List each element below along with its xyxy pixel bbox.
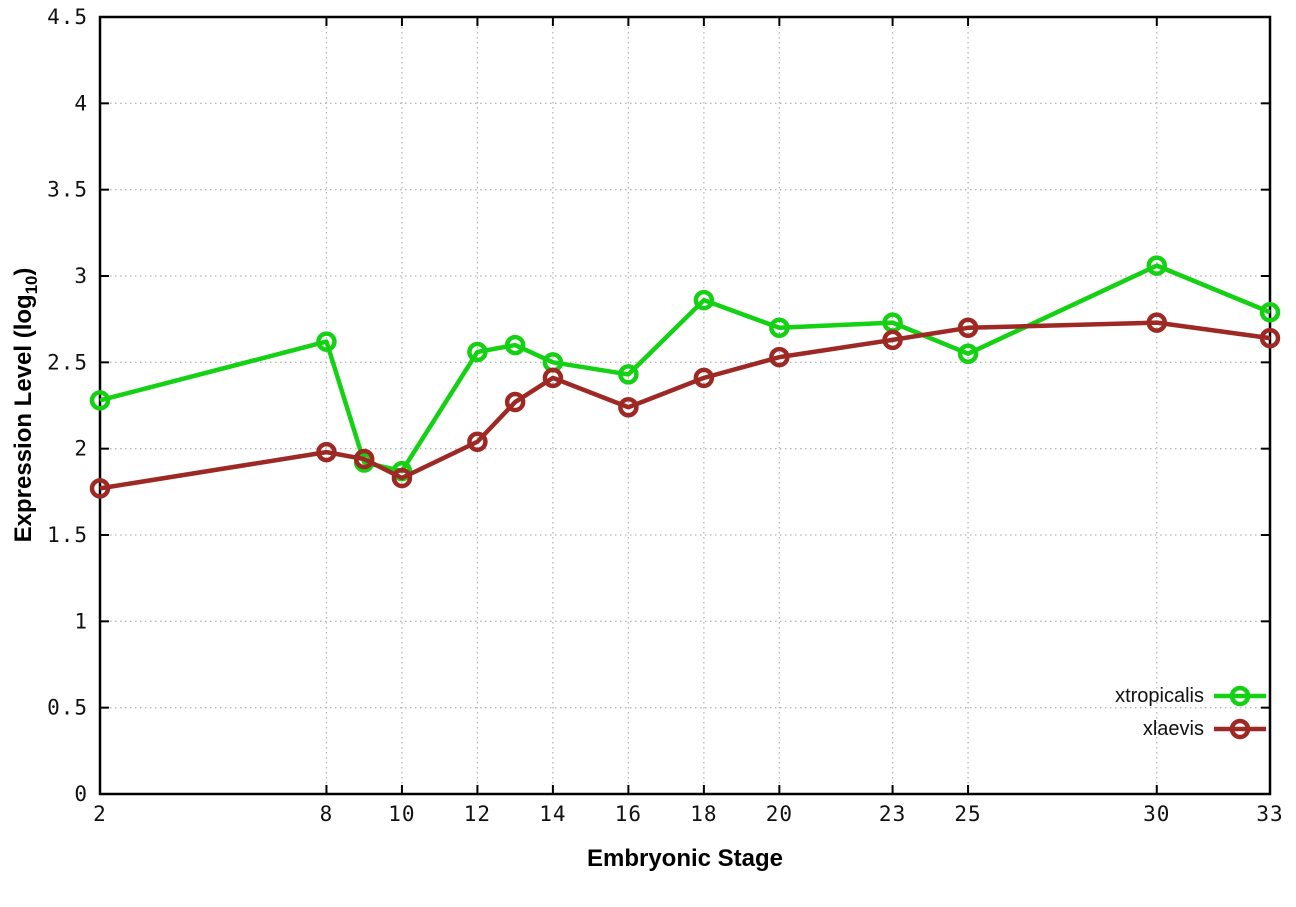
y-tick-label: 3 [74, 264, 88, 288]
legend-entry-xtropicalis: xtropicalis [1115, 683, 1266, 709]
legend: xtropicalis xlaevis [1115, 683, 1266, 742]
marker-xtropicalis [957, 343, 979, 364]
marker-xlaevis [353, 448, 375, 470]
marker-xlaevis [1259, 327, 1281, 349]
marker-xlaevis [504, 391, 526, 413]
y-axis-title-suffix: ) [10, 267, 38, 276]
marker-xlaevis [316, 441, 337, 463]
x-tick-label: 8 [320, 802, 334, 826]
legend-marker-sample [1214, 685, 1266, 707]
plot-border [98, 15, 1272, 796]
y-tick-label: 0.5 [47, 696, 88, 720]
y-tick-label: 1.5 [47, 523, 88, 547]
series-line-xtropicalis [99, 263, 1271, 474]
marker-xlaevis [882, 329, 903, 351]
y-tick-label: 3.5 [47, 178, 88, 202]
y-tick-label: 2.5 [47, 350, 88, 374]
x-tick-label: 18 [690, 802, 717, 826]
marker-xlaevis [391, 467, 413, 489]
x-tick-label: 23 [879, 802, 906, 826]
x-tick-label: 10 [388, 802, 415, 826]
marker-xlaevis [542, 367, 564, 389]
legend-label: xlaevis [1142, 717, 1204, 740]
marker-xlaevis [957, 317, 979, 339]
y-axis-title-text: Expression Level (log [10, 294, 38, 543]
legend-sample-circle [1229, 685, 1251, 707]
x-tick-label: 2 [93, 802, 107, 826]
y-axis-title-subscript: 10 [21, 275, 41, 295]
x-tick-label: 12 [464, 802, 491, 826]
marker-xtropicalis [316, 331, 337, 352]
marker-xtropicalis [1146, 255, 1168, 276]
marker-xtropicalis [467, 341, 488, 363]
legend-entry-xlaevis: xlaevis [1115, 716, 1266, 742]
x-tick-label: 33 [1256, 802, 1283, 826]
x-axis-title: Embryonic Stage [586, 845, 784, 872]
legend-marker-sample [1214, 718, 1266, 740]
y-tick-label: 2 [74, 437, 88, 461]
marker-xtropicalis [618, 364, 639, 385]
marker-xlaevis [89, 478, 111, 499]
marker-xlaevis [618, 396, 639, 418]
marker-xlaevis [693, 367, 715, 389]
x-tick-label: 16 [615, 802, 642, 826]
y-axis-title: Expression Level (log10) [10, 268, 42, 543]
marker-xlaevis [1146, 312, 1168, 333]
x-tick-label: 30 [1143, 802, 1170, 826]
marker-xtropicalis [693, 289, 715, 311]
y-tick-label: 4 [74, 91, 88, 115]
legend-sample-circle [1229, 718, 1251, 740]
marker-xtropicalis [1259, 302, 1281, 323]
y-tick-label: 4.5 [47, 5, 88, 29]
x-tick-label: 14 [539, 802, 566, 826]
y-tick-label: 1 [74, 609, 88, 633]
marker-xtropicalis [769, 317, 790, 339]
marker-xtropicalis [89, 390, 111, 411]
x-tick-label: 20 [766, 802, 793, 826]
legend-label: xtropicalis [1115, 684, 1204, 707]
marker-xlaevis [467, 431, 488, 453]
y-tick-label: 0 [74, 782, 88, 806]
series-line-xlaevis [99, 320, 1271, 491]
x-tick-label: 25 [954, 802, 981, 826]
marker-xlaevis [769, 346, 790, 368]
marker-xtropicalis [504, 334, 526, 356]
